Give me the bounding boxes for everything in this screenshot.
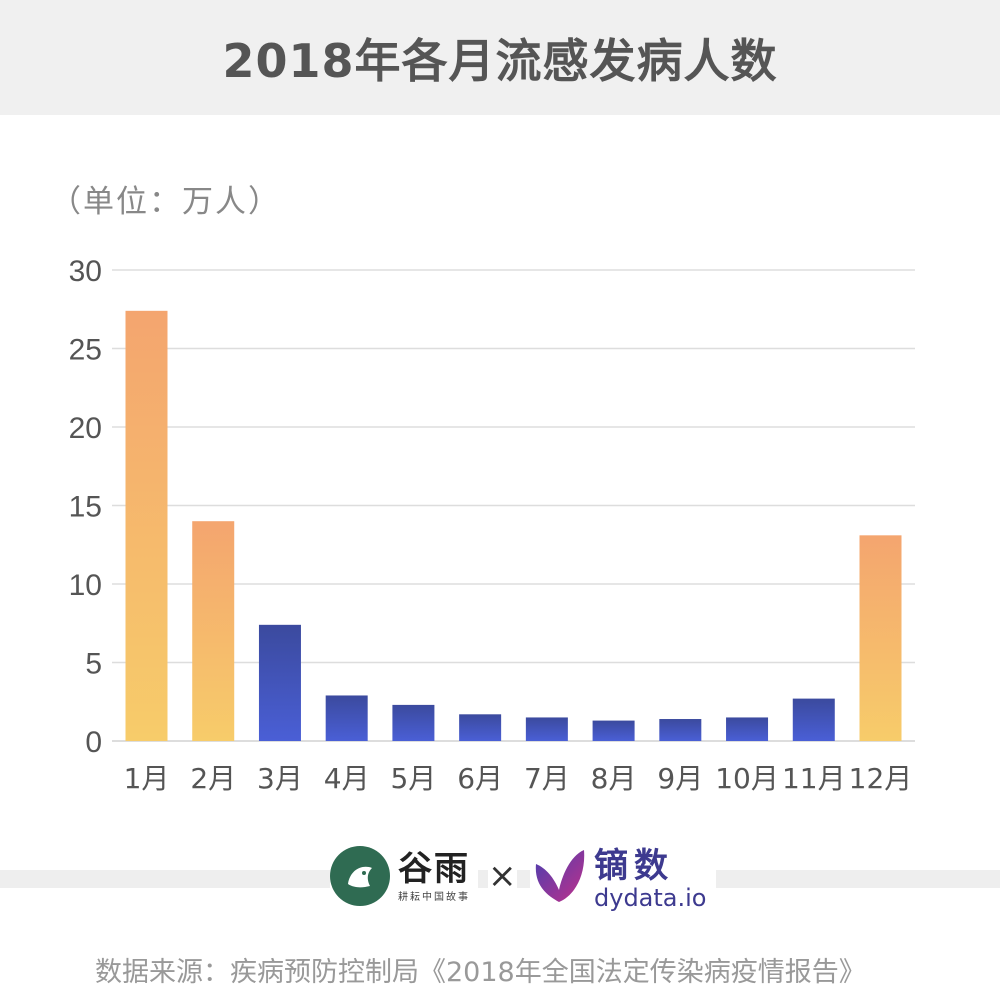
x-tick-label: 11月 xyxy=(782,762,846,795)
bar-1 xyxy=(125,310,168,741)
x-tick-label: 8月 xyxy=(591,762,637,795)
times-symbol: × xyxy=(488,856,517,896)
x-tick-label: 5月 xyxy=(390,762,436,795)
x-tick-label: 3月 xyxy=(257,762,303,795)
dydata-url: dydata.io xyxy=(594,884,707,912)
guyu-subtitle: 耕耘中国故事 xyxy=(398,891,470,903)
bar-4 xyxy=(325,695,368,741)
bar-8 xyxy=(592,720,635,741)
guyu-logo: 谷雨 耕耘中国故事 xyxy=(330,846,478,906)
bar-chart: 0 5 10 15 20 25 30 1月 2月 3月 4月 5月 6月 7月 8月 9月 10月 11月 12月 xyxy=(69,255,915,795)
grid-lines xyxy=(112,269,915,742)
bird-icon xyxy=(330,846,390,906)
dydata-name: 镝数 xyxy=(594,846,674,886)
chart-title: 2018年各月流感发病人数 xyxy=(222,33,778,88)
x-tick-label: 12月 xyxy=(849,762,913,795)
y-axis-ticks: 0 5 10 15 20 25 30 xyxy=(69,255,102,759)
bar-11 xyxy=(792,698,835,741)
x-tick-label: 4月 xyxy=(324,762,370,795)
y-tick-label: 20 xyxy=(69,412,102,445)
butterfly-icon xyxy=(530,846,588,912)
x-tick-label: 1月 xyxy=(124,762,170,795)
x-tick-label: 10月 xyxy=(715,762,779,795)
y-tick-label: 15 xyxy=(69,491,102,524)
bars xyxy=(125,310,902,741)
bar-6 xyxy=(459,714,502,741)
unit-label: （单位：万人） xyxy=(50,184,281,220)
bar-5 xyxy=(392,704,435,741)
y-tick-label: 5 xyxy=(85,648,102,681)
guyu-name: 谷雨 xyxy=(398,848,470,889)
dydata-logo: 镝数 dydata.io xyxy=(530,846,717,912)
x-tick-label: 7月 xyxy=(524,762,570,795)
y-tick-label: 25 xyxy=(69,334,102,367)
y-tick-label: 30 xyxy=(69,255,102,288)
bar-10 xyxy=(726,717,769,741)
bar-2 xyxy=(192,521,235,741)
x-tick-label: 9月 xyxy=(657,762,703,795)
y-tick-label: 0 xyxy=(85,726,102,759)
x-axis-ticks: 1月 2月 3月 4月 5月 6月 7月 8月 9月 10月 11月 12月 xyxy=(124,762,913,795)
bar-9 xyxy=(659,719,702,741)
bar-7 xyxy=(525,717,568,741)
x-tick-label: 2月 xyxy=(190,762,236,795)
bar-3 xyxy=(258,624,301,741)
data-source: 数据来源：疾病预防控制局《2018年全国法定传染病疫情报告》 xyxy=(95,957,866,988)
bar-12 xyxy=(859,535,902,741)
logo-row: 谷雨 耕耘中国故事 × 镝数 dydata.io xyxy=(0,842,1000,918)
x-tick-label: 6月 xyxy=(457,762,503,795)
y-tick-label: 10 xyxy=(69,569,102,602)
title-band: 2018年各月流感发病人数 xyxy=(0,0,1000,115)
